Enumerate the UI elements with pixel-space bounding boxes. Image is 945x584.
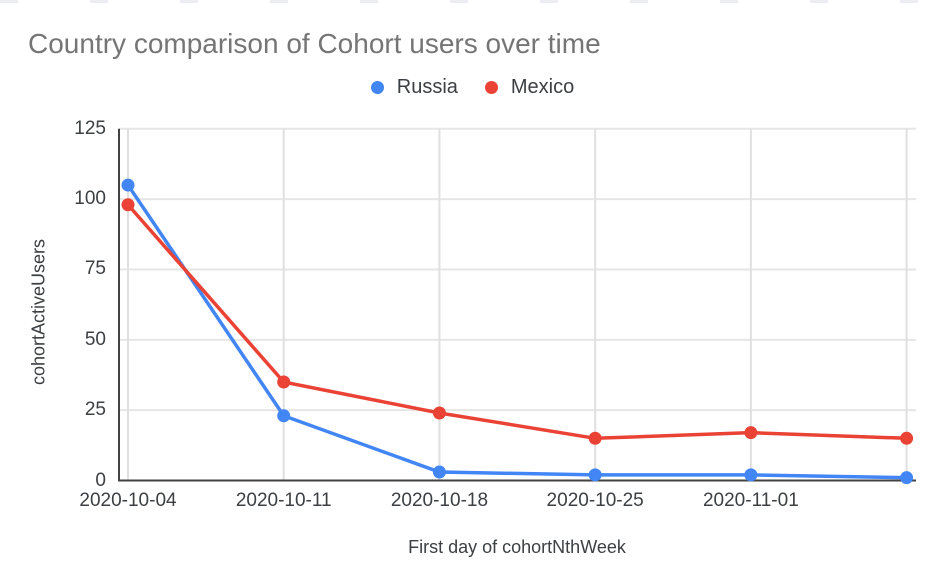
legend: Russia Mexico (0, 75, 945, 99)
x-tick-label-2020-10-04: 2020-10-04 (79, 490, 177, 511)
x-tick-label-2020-11-01: 2020-11-01 (702, 490, 799, 511)
legend-dot-icon (484, 80, 498, 94)
series-line-russia (126, 183, 909, 480)
data-point-russia-1[interactable] (277, 409, 291, 423)
y-tick-label-25: 25 (84, 399, 106, 421)
legend-label: Mexico (510, 76, 575, 98)
legend-dot-icon (370, 80, 384, 94)
legend-item-mexico[interactable]: Mexico (484, 76, 575, 98)
legend-label: Russia (396, 76, 458, 98)
x-tick-label-2020-10-18: 2020-10-18 (390, 490, 489, 511)
data-point-russia-4[interactable] (744, 468, 758, 482)
series-line-mexico (126, 203, 909, 441)
legend-item-russia[interactable]: Russia (370, 76, 458, 98)
y-tick-label-50: 50 (84, 328, 106, 350)
x-tick-label-2020-10-11: 2020-10-11 (235, 490, 332, 511)
y-tick-label-75: 75 (84, 258, 106, 280)
data-point-mexico-2[interactable] (432, 406, 446, 420)
selection-dashed-border (0, 0, 945, 3)
data-point-mexico-1[interactable] (277, 375, 291, 389)
x-axis-title: First day of cohortNthWeek (408, 537, 626, 557)
data-point-russia-3[interactable] (588, 468, 602, 482)
data-point-mexico-3[interactable] (588, 431, 602, 445)
data-point-mexico-5[interactable] (900, 431, 914, 445)
y-tick-label-100: 100 (74, 188, 106, 210)
data-point-mexico-4[interactable] (744, 426, 758, 440)
y-tick-label-0: 0 (95, 469, 106, 491)
y-tick-label-125: 125 (74, 117, 106, 139)
data-point-russia-5[interactable] (900, 471, 914, 485)
data-point-russia-0[interactable] (121, 178, 135, 192)
data-point-russia-2[interactable] (432, 465, 446, 479)
data-point-mexico-0[interactable] (121, 198, 135, 212)
chart-title: Country comparison of Cohort users over … (28, 28, 601, 59)
x-tick-label-2020-10-25: 2020-10-25 (546, 490, 644, 511)
